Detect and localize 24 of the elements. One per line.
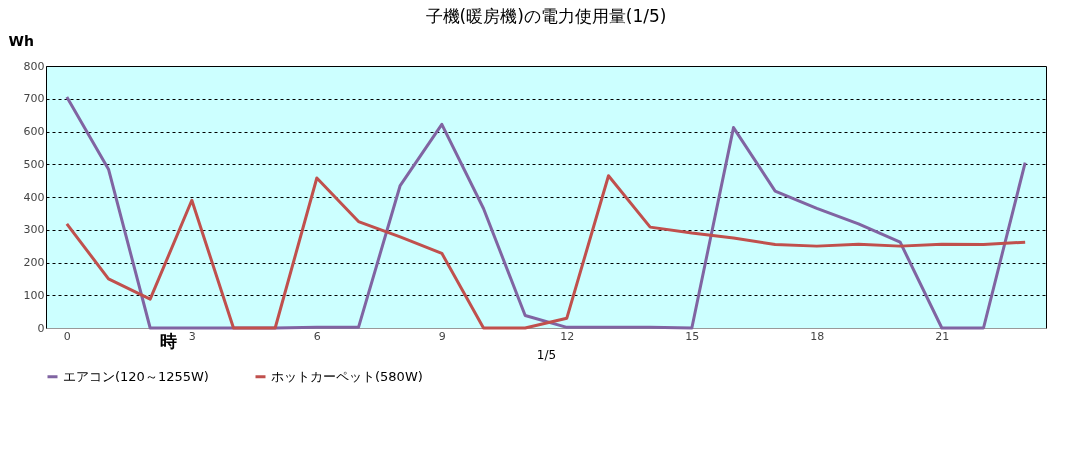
y-tick-label: 100 — [23, 288, 45, 302]
x-tick-label: 6 — [313, 329, 321, 343]
chart-title: 子機(暖房機)の電力使用量(1/5) — [425, 6, 667, 26]
x-tick-label: 3 — [188, 329, 196, 343]
y-tick-label: 300 — [23, 223, 45, 237]
y-tick-label: 400 — [23, 190, 45, 204]
legend-label: エアコン(120～1255W) — [63, 368, 209, 384]
x-tick-label: 12 — [560, 329, 575, 343]
y-axis-title: Wh — [8, 32, 34, 49]
x-tick-label: 15 — [685, 329, 700, 343]
line-series — [65, 174, 1027, 330]
y-tick-label: 600 — [23, 125, 45, 138]
x-tick-label: 18 — [810, 329, 825, 343]
y-tick-label: 700 — [23, 92, 45, 106]
y-tick-label: 800 — [23, 59, 45, 73]
text: 時 — [160, 330, 177, 353]
line-series — [65, 95, 1027, 330]
x-tick-label: 0 — [63, 329, 71, 343]
y-tick-label: 200 — [23, 256, 45, 269]
x-axis-title: 1/5 — [536, 347, 557, 362]
x-tick-label: 9 — [438, 329, 446, 343]
y-tick-label: 500 — [23, 157, 45, 171]
legend-label: ホットカーペット(580W) — [271, 368, 423, 384]
x-tick-label: 21 — [935, 329, 950, 343]
